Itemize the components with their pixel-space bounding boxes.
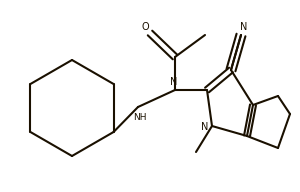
Text: O: O [141,22,149,32]
Text: N: N [170,77,178,87]
Text: N: N [201,122,209,132]
Text: N: N [240,22,248,32]
Text: NH: NH [133,113,147,122]
